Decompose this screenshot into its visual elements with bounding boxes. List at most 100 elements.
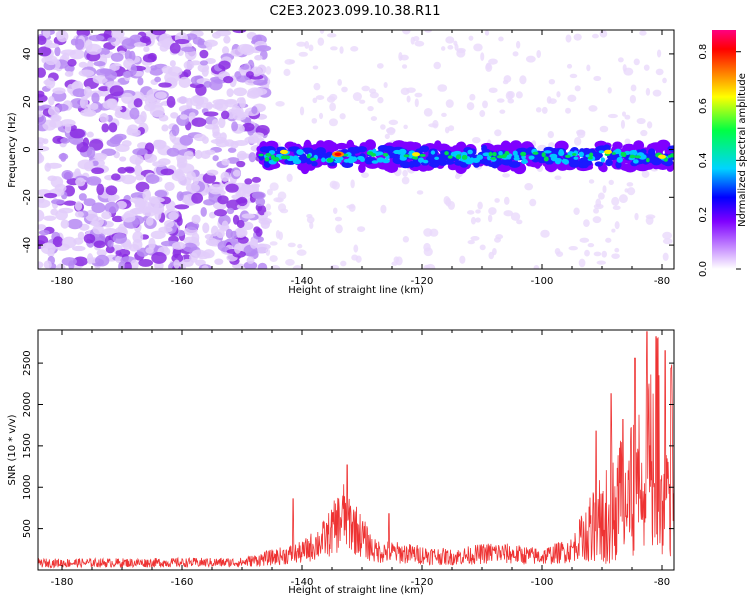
heatmap-faint-blob <box>423 228 433 237</box>
heatmap-noise-blob <box>84 39 93 52</box>
heatmap-faint-blob <box>376 63 384 69</box>
heatmap-faint-blob <box>578 258 586 268</box>
heatmap-faint-blob <box>588 105 598 112</box>
heatmap-faint-blob <box>466 102 475 111</box>
x-tick-label: -180 <box>51 276 74 287</box>
heatmap-noise-blob <box>112 215 124 223</box>
heatmap-faint-blob <box>646 121 653 129</box>
heatmap-faint-blob <box>612 205 621 210</box>
heatmap-noise-blob <box>141 94 150 102</box>
heatmap-noise-blob <box>129 154 144 165</box>
heatmap-noise-blob <box>145 216 154 226</box>
heatmap-faint-blob <box>593 75 602 82</box>
heatmap-faint-blob <box>368 88 377 94</box>
heatmap-noise-blob <box>176 216 183 227</box>
heatmap-faint-blob <box>384 133 390 140</box>
heatmap-noise-blob <box>186 97 193 110</box>
heatmap-band-blob <box>263 161 271 168</box>
heatmap-faint-blob <box>479 244 486 251</box>
heatmap-noise-blob <box>220 110 230 120</box>
x-tick-label: -80 <box>654 577 670 588</box>
heatmap-band-blob <box>403 154 410 158</box>
heatmap-band-blob <box>600 157 606 163</box>
heatmap-faint-blob <box>645 214 656 219</box>
heatmap-noise-blob <box>91 216 104 228</box>
heatmap-band-blob <box>346 157 356 164</box>
heatmap-noise-blob <box>145 174 160 184</box>
heatmap-noise-blob <box>159 44 169 52</box>
heatmap-band-blob <box>296 149 304 156</box>
heatmap-noise-blob <box>124 50 132 61</box>
heatmap-noise-blob <box>191 214 201 224</box>
heatmap-faint-blob <box>567 94 577 102</box>
heatmap-band-blob <box>476 154 484 160</box>
heatmap-noise-blob <box>67 218 83 230</box>
heatmap-faint-blob <box>296 41 307 47</box>
heatmap-noise-blob <box>246 256 255 264</box>
heatmap-band-blob <box>334 160 342 164</box>
heatmap-noise-blob <box>253 132 264 138</box>
heatmap-noise-blob <box>91 92 100 104</box>
heatmap-noise-blob <box>200 103 215 109</box>
heatmap-faint-blob <box>569 73 578 79</box>
heatmap-noise-blob <box>46 162 62 169</box>
heatmap-noise-blob <box>237 236 249 244</box>
x-tick-label: -180 <box>51 577 74 588</box>
heatmap-band-blob <box>430 150 436 155</box>
heatmap-band-blob <box>388 152 396 159</box>
heatmap-faint-blob <box>456 47 466 54</box>
heatmap-faint-blob <box>601 250 607 258</box>
heatmap-noise-blob <box>135 174 145 181</box>
heatmap-noise-blob <box>50 114 62 122</box>
heatmap-band-blob <box>578 151 584 158</box>
heatmap-noise-blob <box>111 30 125 40</box>
heatmap-noise-blob <box>93 240 106 249</box>
heatmap-band-blob <box>490 157 497 160</box>
y-tick-label: 40 <box>22 48 33 61</box>
heatmap-faint-blob <box>611 196 620 206</box>
heatmap-noise-blob <box>64 123 72 134</box>
heatmap-noise-blob <box>183 60 195 70</box>
heatmap-band-blob <box>638 154 647 160</box>
heatmap-faint-blob <box>547 130 554 139</box>
heatmap-noise-blob <box>226 207 235 215</box>
heatmap-noise-blob <box>92 160 99 166</box>
heatmap-faint-blob <box>448 125 455 132</box>
heatmap-band-blob <box>541 152 546 158</box>
heatmap-noise-blob <box>119 156 127 162</box>
heatmap-faint-blob <box>285 259 295 266</box>
heatmap-noise-blob <box>122 71 132 78</box>
heatmap-faint-blob <box>607 113 618 119</box>
heatmap-faint-blob <box>554 175 562 181</box>
heatmap-noise-blob <box>211 31 222 39</box>
heatmap-faint-blob <box>621 111 627 117</box>
heatmap-noise-blob <box>221 220 229 231</box>
chart-title: C2E3.2023.099.10.38.R11 <box>269 4 440 19</box>
heatmap-faint-blob <box>596 260 606 265</box>
heatmap-faint-blob <box>339 46 344 54</box>
heatmap-faint-blob <box>406 95 411 103</box>
y-tick-label: 2500 <box>22 350 33 375</box>
heatmap-noise-blob <box>189 82 204 89</box>
heatmap-noise-blob <box>199 49 209 59</box>
heatmap-noise-blob <box>232 169 241 177</box>
heatmap-faint-blob <box>629 94 637 104</box>
heatmap-faint-blob <box>480 52 485 61</box>
heatmap-band-blob <box>483 159 491 166</box>
heatmap-faint-blob <box>337 79 342 86</box>
heatmap-faint-blob <box>472 136 481 144</box>
heatmap-faint-blob <box>566 63 573 69</box>
heatmap-faint-blob <box>639 30 647 36</box>
heatmap-faint-blob <box>317 37 325 46</box>
heatmap-faint-blob <box>353 244 359 253</box>
heatmap-noise-blob <box>254 54 263 61</box>
heatmap-noise-blob <box>91 202 106 214</box>
heatmap-noise-blob <box>72 88 87 98</box>
heatmap-noise-blob <box>200 150 211 159</box>
heatmap-faint-blob <box>565 34 572 43</box>
heatmap-noise-blob <box>144 151 154 163</box>
heatmap-noise-blob <box>251 106 258 115</box>
heatmap-noise-blob <box>181 258 194 267</box>
heatmap-band-blob <box>371 160 379 164</box>
heatmap-faint-blob <box>410 36 415 45</box>
